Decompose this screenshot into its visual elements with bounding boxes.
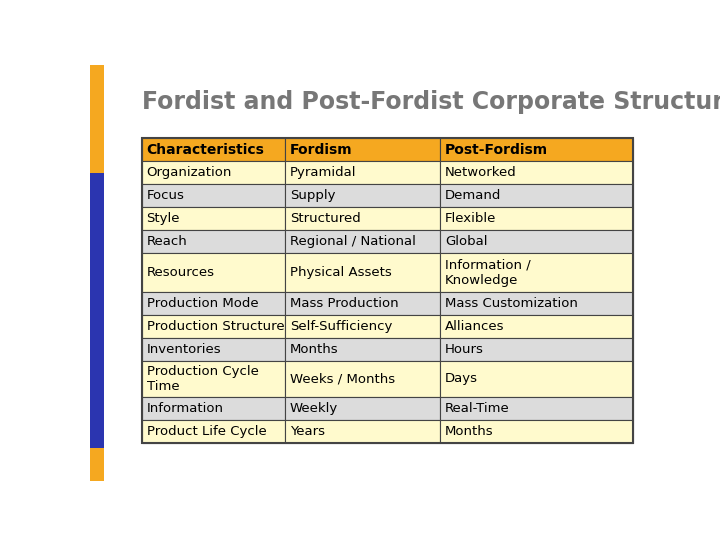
Bar (90, 448, 104, 481)
Bar (142, 253, 285, 292)
Text: Regional / National: Regional / National (290, 235, 416, 248)
Text: Supply: Supply (290, 189, 336, 202)
Text: Reach: Reach (147, 235, 187, 248)
Text: Self-Sufficiency: Self-Sufficiency (290, 320, 392, 333)
Text: Fordism: Fordism (290, 143, 353, 157)
Text: Fordist and Post-Fordist Corporate Structure: Fordist and Post-Fordist Corporate Struc… (142, 90, 720, 114)
Bar (285, 138, 441, 161)
Text: Product Life Cycle: Product Life Cycle (147, 425, 266, 438)
Bar (142, 138, 632, 443)
Bar (285, 338, 441, 361)
Bar (441, 231, 632, 253)
Bar (285, 161, 441, 184)
Text: Organization: Organization (147, 166, 232, 179)
Bar (441, 315, 632, 338)
Bar (441, 161, 632, 184)
Bar (142, 397, 285, 420)
Text: Information /
Knowledge: Information / Knowledge (445, 259, 531, 287)
Bar (441, 207, 632, 231)
Bar (90, 173, 104, 448)
Bar (285, 397, 441, 420)
Bar (285, 207, 441, 231)
Bar (90, 65, 104, 173)
Bar (142, 161, 285, 184)
Bar (441, 184, 632, 207)
Text: Production Mode: Production Mode (147, 297, 258, 310)
Text: Mass Customization: Mass Customization (445, 297, 578, 310)
Bar (142, 338, 285, 361)
Text: Mass Production: Mass Production (290, 297, 399, 310)
Text: Demand: Demand (445, 189, 501, 202)
Bar (142, 292, 285, 315)
Text: Networked: Networked (445, 166, 517, 179)
Bar (441, 138, 632, 161)
Text: Production Cycle
Time: Production Cycle Time (147, 364, 258, 393)
Bar (285, 231, 441, 253)
Text: Real-Time: Real-Time (445, 402, 510, 415)
Text: Inventories: Inventories (147, 343, 221, 356)
Text: Months: Months (290, 343, 338, 356)
Text: Pyramidal: Pyramidal (290, 166, 356, 179)
Text: Weeks / Months: Weeks / Months (290, 373, 395, 386)
Text: Production Structure: Production Structure (147, 320, 284, 333)
Bar (285, 315, 441, 338)
Bar (285, 292, 441, 315)
Bar (142, 420, 285, 443)
Text: Global: Global (445, 235, 487, 248)
Text: Physical Assets: Physical Assets (290, 266, 392, 279)
Text: Post-Fordism: Post-Fordism (445, 143, 548, 157)
Text: Flexible: Flexible (445, 212, 496, 225)
Text: Characteristics: Characteristics (147, 143, 264, 157)
Text: Days: Days (445, 373, 478, 386)
Bar (441, 397, 632, 420)
Bar (285, 253, 441, 292)
Bar (142, 361, 285, 397)
Bar (441, 361, 632, 397)
Bar (285, 420, 441, 443)
Text: Weekly: Weekly (290, 402, 338, 415)
Text: Alliances: Alliances (445, 320, 505, 333)
Bar (441, 292, 632, 315)
Bar (285, 361, 441, 397)
Bar (142, 231, 285, 253)
Bar (441, 420, 632, 443)
Bar (142, 315, 285, 338)
Bar (142, 184, 285, 207)
Bar (285, 184, 441, 207)
Bar (142, 207, 285, 231)
Text: Hours: Hours (445, 343, 484, 356)
Bar (441, 253, 632, 292)
Text: Resources: Resources (147, 266, 215, 279)
Text: Structured: Structured (290, 212, 361, 225)
Text: Information: Information (147, 402, 224, 415)
Text: Years: Years (290, 425, 325, 438)
Text: Focus: Focus (147, 189, 184, 202)
Text: Style: Style (147, 212, 180, 225)
Bar (142, 138, 285, 161)
Bar (441, 338, 632, 361)
Text: Months: Months (445, 425, 494, 438)
